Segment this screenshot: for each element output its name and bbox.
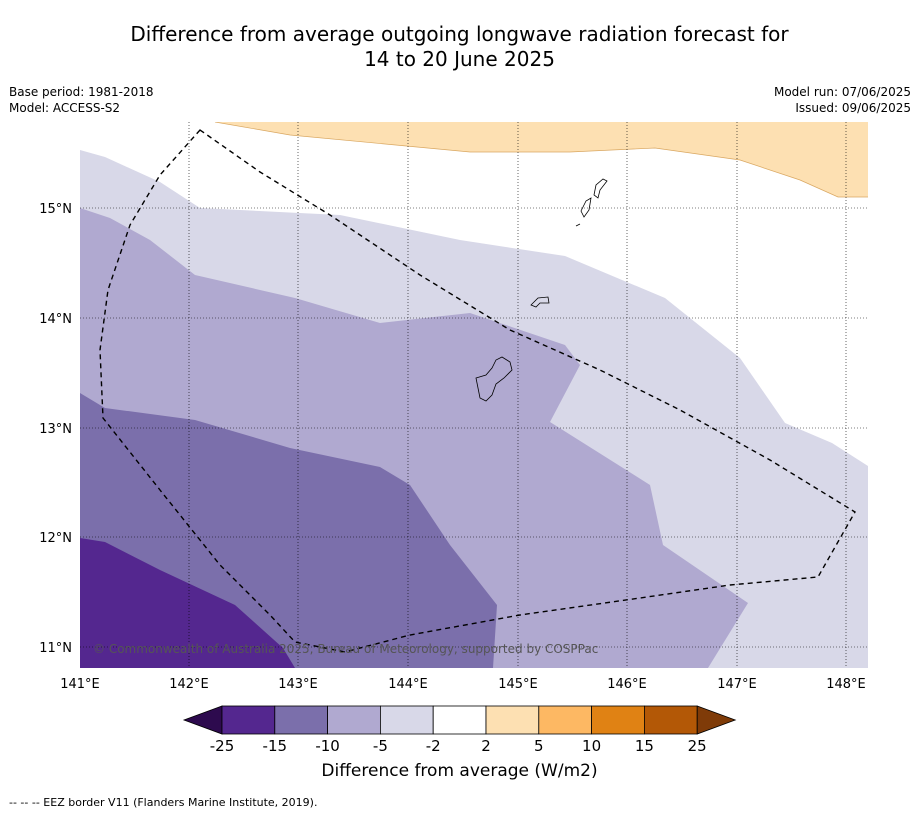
meta-left: Base period: 1981-2018 Model: ACCESS-S2 — [9, 84, 154, 116]
longitude-ticks: 141°E 142°E 143°E 144°E 145°E 146°E 147°E 148°E — [60, 677, 866, 692]
issued-date: Issued: 09/06/2025 — [795, 101, 911, 115]
title-line-1: Difference from average outgoing longwav… — [130, 22, 789, 46]
colorbar — [182, 705, 737, 735]
island-saipan — [593, 178, 608, 199]
colorbar-swatch — [327, 705, 381, 735]
colorbar-swatch — [221, 705, 276, 735]
colorbar-extend-high — [696, 705, 737, 735]
lat-tick-label: 11°N — [39, 641, 72, 656]
colorbar-swatch — [432, 705, 487, 735]
contour-plus2-to-plus5 — [215, 122, 868, 197]
latitude-ticks: 15°N 14°N 13°N 12°N 11°N — [39, 202, 72, 656]
colorbar-tick-label: -5 — [373, 737, 388, 755]
lon-tick-label: 146°E — [607, 677, 647, 692]
colorbar-tick-label: -25 — [210, 737, 235, 755]
colorbar-swatch — [485, 705, 540, 735]
colorbar-tick-label: -2 — [426, 737, 441, 755]
colorbar-tick-label: -10 — [315, 737, 340, 755]
base-period: Base period: 1981-2018 — [9, 85, 154, 99]
colorbar-swatch — [538, 705, 592, 735]
lon-tick-label: 148°E — [826, 677, 866, 692]
lat-tick-label: 13°N — [39, 422, 72, 437]
colorbar-title: Difference from average (W/m2) — [321, 761, 598, 781]
colorbar-swatch — [274, 705, 328, 735]
lon-tick-label: 145°E — [498, 677, 538, 692]
colorbar-tick-label: 2 — [481, 737, 491, 755]
colorbar-tick-label: 25 — [688, 737, 707, 755]
model-name: Model: ACCESS-S2 — [9, 101, 121, 115]
lat-tick-label: 15°N — [39, 202, 72, 217]
colorbar-tick-label: 10 — [582, 737, 601, 755]
eez-footnote: -- -- -- EEZ border V11 (Flanders Marine… — [9, 796, 318, 809]
lon-tick-label: 142°E — [169, 677, 209, 692]
colorbar-swatch — [644, 705, 698, 735]
lon-tick-label: 147°E — [717, 677, 757, 692]
colorbar-swatch — [591, 705, 645, 735]
colorbar-tick-label: -15 — [263, 737, 288, 755]
lon-tick-label: 144°E — [388, 677, 428, 692]
meta-right: Model run: 07/06/2025 Issued: 09/06/2025 — [774, 84, 911, 116]
island-guam — [475, 356, 513, 402]
lat-tick-label: 12°N — [39, 531, 72, 546]
colorbar-tick-label: 15 — [635, 737, 654, 755]
island-tinian — [580, 197, 592, 218]
graticule — [80, 122, 868, 668]
lon-tick-label: 143°E — [278, 677, 318, 692]
lat-tick-label: 14°N — [39, 312, 72, 327]
colorbar-tick-label: 5 — [534, 737, 544, 755]
model-run: Model run: 07/06/2025 — [773, 85, 911, 99]
island-aguijan — [575, 223, 581, 227]
colorbar-extend-low — [182, 705, 223, 735]
copyright-credit: © Commonwealth of Australia 2025, Bureau… — [93, 642, 598, 656]
lon-tick-label: 141°E — [60, 677, 100, 692]
islands — [475, 178, 608, 402]
title-line-2: 14 to 20 June 2025 — [364, 47, 555, 71]
colorbar-labels: -25 -15 -10 -5 -2 2 5 10 15 25 — [210, 737, 707, 755]
contour-minus25-to-minus15 — [80, 538, 295, 668]
island-rota — [530, 296, 550, 308]
map-title: Difference from average outgoing longwav… — [0, 22, 919, 72]
anomaly-contours — [80, 122, 868, 668]
eez-border — [99, 129, 856, 653]
colorbar-swatch — [379, 705, 434, 735]
